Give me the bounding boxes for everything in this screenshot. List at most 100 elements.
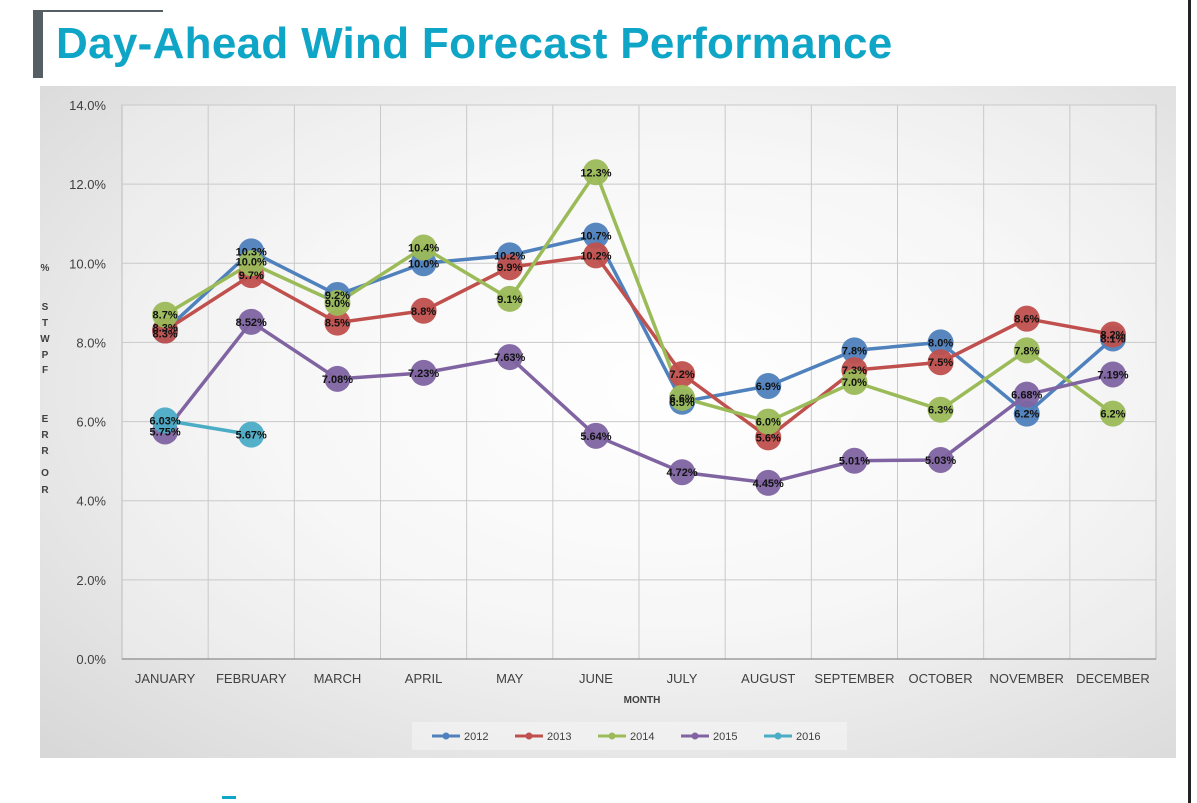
x-tick-label: MAY — [496, 671, 524, 686]
data-point-2012 — [1013, 400, 1040, 427]
data-point-2015 — [582, 422, 609, 449]
data-label-2014: 12.3% — [580, 167, 611, 179]
data-label-2012: 6.9% — [756, 381, 781, 393]
data-point-2013 — [1099, 321, 1126, 348]
data-label-2013: 8.2% — [1100, 330, 1125, 342]
data-point-2015 — [755, 469, 782, 496]
data-point-2014 — [152, 301, 179, 328]
series-line-2015 — [163, 320, 1114, 485]
legend-marker-2015 — [691, 732, 699, 740]
data-label-2012: 9.2% — [325, 290, 350, 302]
data-label-2015: 4.72% — [666, 467, 697, 479]
data-label-2015: 5.01% — [839, 456, 870, 468]
data-label-2013: 9.7% — [239, 270, 264, 282]
data-point-2013 — [496, 254, 523, 281]
data-point-2014 — [927, 396, 954, 423]
legend-label-2012: 2012 — [464, 731, 488, 743]
data-label-2013: 8.5% — [325, 318, 350, 330]
page-title: Day-Ahead Wind Forecast Performance — [56, 19, 893, 68]
data-label-2014: 6.3% — [928, 405, 953, 417]
data-label-2013: 8.3% — [153, 329, 178, 341]
data-label-2015: 6.68% — [1011, 390, 1042, 402]
data-label-2014: 7.0% — [842, 377, 867, 389]
data-label-2015: 5.75% — [149, 426, 180, 438]
data-point-2015 — [496, 344, 523, 371]
y-axis-title-letter: R — [41, 446, 49, 457]
data-label-2014: 7.8% — [1014, 345, 1039, 357]
data-label-2013: 7.2% — [670, 369, 695, 381]
data-point-2013 — [324, 309, 351, 336]
y-tick-label: 8.0% — [76, 335, 106, 350]
data-label-2012: 10.3% — [236, 246, 267, 258]
x-tick-label: AUGUST — [741, 671, 795, 686]
x-tick-label: DECEMBER — [1076, 671, 1150, 686]
data-label-2015: 4.45% — [753, 478, 784, 490]
x-tick-label: JANUARY — [135, 671, 196, 686]
data-point-2013 — [927, 349, 954, 376]
data-point-2014 — [410, 234, 437, 261]
data-label-2016: 6.03% — [149, 415, 180, 427]
title-accent-line — [33, 10, 163, 12]
legend-label-2013: 2013 — [547, 731, 571, 743]
data-label-2014: 10.4% — [408, 242, 439, 254]
data-label-2014: 10.0% — [236, 256, 267, 268]
data-point-2015 — [324, 365, 351, 392]
legend-marker-2012 — [442, 732, 450, 740]
data-point-2015 — [669, 459, 696, 486]
y-axis-title-letter: F — [42, 365, 48, 376]
y-tick-label: 12.0% — [69, 177, 106, 192]
footer-accent — [222, 796, 236, 799]
y-axis-title-letter: O — [41, 468, 49, 479]
data-point-2014 — [582, 159, 609, 186]
data-label-2014: 6.2% — [1100, 409, 1125, 421]
data-point-2013 — [669, 361, 696, 388]
y-axis-title-letter: R — [41, 485, 49, 496]
data-point-2016 — [152, 407, 179, 434]
data-label-2015: 7.19% — [1097, 369, 1128, 381]
y-axis-title-letter: R — [41, 430, 49, 441]
data-label-2013: 7.5% — [928, 357, 953, 369]
x-tick-label: NOVEMBER — [990, 671, 1064, 686]
data-point-2014 — [755, 408, 782, 435]
data-label-2013: 7.3% — [842, 365, 867, 377]
y-axis-title-letter: E — [42, 414, 49, 425]
data-label-2012: 10.2% — [494, 250, 525, 262]
y-axis-title-letter: T — [42, 318, 48, 329]
data-label-2015: 7.23% — [408, 368, 439, 380]
y-axis-title-letter: P — [42, 350, 49, 361]
data-point-2014 — [841, 369, 868, 395]
title-accent-bar — [33, 10, 43, 78]
y-tick-label: 0.0% — [76, 652, 106, 667]
slide-right-border — [1188, 0, 1191, 803]
y-axis-title-letter: W — [40, 334, 50, 345]
data-label-2016: 5.67% — [236, 430, 267, 442]
x-tick-label: FEBRUARY — [216, 671, 287, 686]
data-label-2015: 7.63% — [494, 352, 525, 364]
x-tick-label: SEPTEMBER — [814, 671, 894, 686]
data-label-2012: 6.5% — [670, 397, 695, 409]
x-tick-label: OCTOBER — [909, 671, 973, 686]
y-tick-label: 6.0% — [76, 415, 106, 430]
data-label-2012: 10.0% — [408, 258, 439, 270]
x-tick-label: JUNE — [579, 671, 613, 686]
data-label-2015: 5.64% — [580, 431, 611, 443]
data-point-2015 — [1099, 361, 1126, 388]
data-point-2012 — [927, 329, 954, 356]
data-label-2013: 9.9% — [497, 262, 522, 274]
data-label-2012: 6.2% — [1014, 409, 1039, 421]
data-point-2013 — [1013, 305, 1040, 332]
y-tick-label: 4.0% — [76, 494, 106, 509]
legend-label-2014: 2014 — [630, 731, 654, 743]
data-point-2015 — [410, 359, 437, 386]
y-tick-label: 14.0% — [69, 98, 106, 113]
data-label-2013: 8.8% — [411, 306, 436, 318]
series-line-2013 — [164, 253, 1114, 440]
data-label-2012: 7.8% — [842, 345, 867, 357]
data-point-2014 — [496, 285, 523, 312]
data-point-2013 — [582, 242, 609, 269]
y-tick-label: 10.0% — [69, 256, 106, 271]
wind-forecast-chart: 0.0% 2.0% 4.0% 6.0% 8.0% 10.0% 12.0% 14.0% JANUA… — [40, 98, 1157, 750]
data-label-2015: 8.52% — [236, 317, 267, 329]
x-tick-label: APRIL — [405, 671, 443, 686]
data-point-2015 — [927, 446, 954, 473]
